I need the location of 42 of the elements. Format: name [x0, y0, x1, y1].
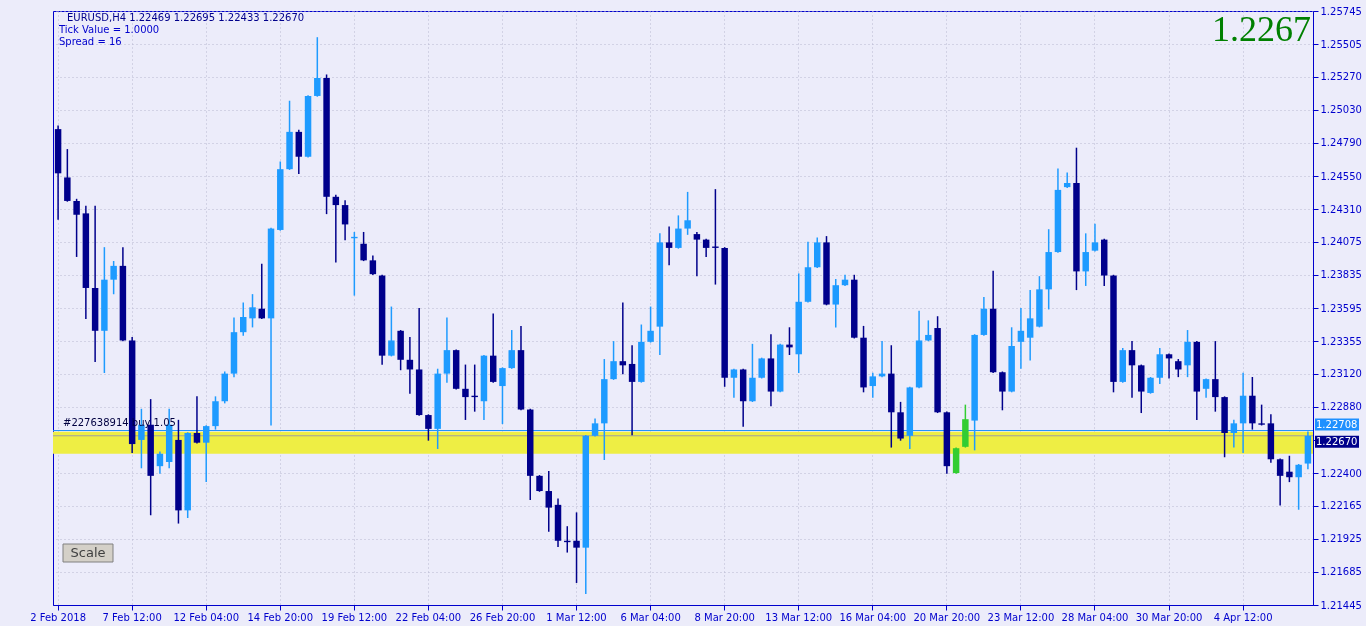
- x-tick-label: 20 Mar 20:00: [913, 611, 981, 623]
- y-tick-label: 1.23595: [1320, 302, 1362, 314]
- y-tick-label: 1.22165: [1320, 500, 1362, 512]
- y-tick-label: 1.21925: [1320, 533, 1362, 545]
- x-tick-label: 22 Feb 04:00: [395, 611, 462, 623]
- x-tick-label: 6 Mar 04:00: [620, 611, 681, 623]
- y-tick-label: 1.23835: [1320, 269, 1362, 281]
- x-tick-label: 8 Mar 20:00: [694, 611, 755, 623]
- y-tick-label: 1.25030: [1320, 104, 1362, 116]
- annotation: 1.2267: [1212, 9, 1311, 49]
- y-tick-label: 1.21445: [1320, 599, 1362, 611]
- x-tick-label: 7 Feb 12:00: [102, 611, 162, 623]
- x-tick-label: 4 Apr 12:00: [1213, 611, 1273, 623]
- y-tick-label: 1.21685: [1320, 566, 1362, 578]
- x-tick-label: 16 Mar 04:00: [839, 611, 907, 623]
- x-tick-label: 30 Mar 20:00: [1135, 611, 1203, 623]
- x-tick-label: 12 Feb 04:00: [173, 611, 240, 623]
- x-tick-label: 14 Feb 20:00: [247, 611, 314, 623]
- annotation: Scale: [70, 545, 106, 560]
- x-tick-label: 1 Mar 12:00: [546, 611, 607, 623]
- y-tick-label: 1.24075: [1320, 236, 1362, 248]
- x-tick-label: 13 Mar 12:00: [765, 611, 833, 623]
- y-tick-label: 1.24790: [1320, 137, 1362, 149]
- x-tick-label: 2 Feb 2018: [30, 611, 87, 623]
- annotation: Tick Value = 1.0000: [58, 24, 160, 35]
- x-tick-label: 23 Mar 12:00: [987, 611, 1055, 623]
- y-tick-label: 1.24550: [1320, 170, 1362, 182]
- y-tick-label: 1.22400: [1320, 467, 1362, 479]
- x-tick-label: 19 Feb 12:00: [321, 611, 388, 623]
- y-tick-label: 1.23355: [1320, 335, 1362, 347]
- annotation: Spread = 16: [59, 36, 122, 47]
- text: 1.22708: [1316, 418, 1358, 430]
- chart-title: EURUSD,H4 1.22469 1.22695 1.22433 1.22670: [67, 12, 305, 23]
- y-tick-label: 1.22880: [1320, 401, 1362, 413]
- y-tick-label: 1.25505: [1320, 38, 1362, 50]
- y-tick-label: 1.25745: [1320, 5, 1362, 17]
- y-tick-label: 1.25270: [1320, 71, 1362, 83]
- y-tick-label: 1.23120: [1320, 368, 1362, 380]
- text: 1.22670: [1316, 435, 1358, 447]
- y-tick-label: 1.24310: [1320, 203, 1362, 215]
- x-tick-label: 26 Feb 20:00: [469, 611, 536, 623]
- x-tick-label: 28 Mar 04:00: [1061, 611, 1129, 623]
